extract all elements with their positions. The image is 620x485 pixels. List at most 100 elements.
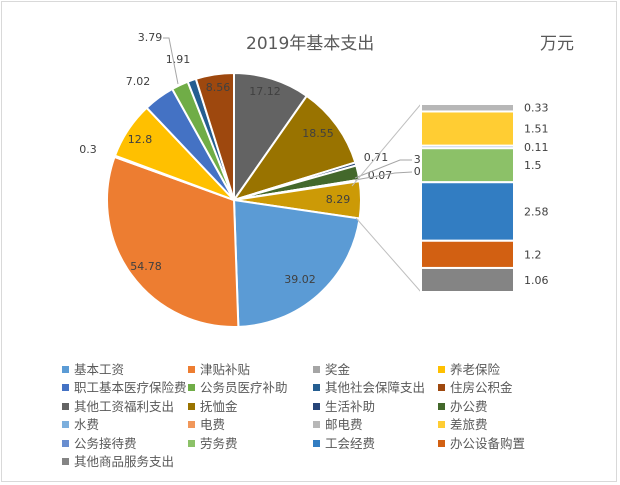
legend-item: 办公设备购置 xyxy=(438,436,525,452)
legend-label: 工会经费 xyxy=(325,435,376,451)
legend-label: 水费 xyxy=(74,417,100,433)
legend-swatch xyxy=(188,366,195,373)
bar-segment xyxy=(420,110,515,147)
legend-swatch xyxy=(438,421,445,429)
bar-data-label: 1.51 xyxy=(524,123,549,136)
data-label: 54.78 xyxy=(130,260,162,273)
chart-unit: 万元 xyxy=(540,34,574,54)
legend-swatch xyxy=(62,421,69,429)
leader-line xyxy=(354,171,413,181)
legend-swatch xyxy=(313,402,320,410)
legend-item: 水费 xyxy=(62,417,99,433)
pie-slice xyxy=(194,71,235,201)
legend-item: 基本工资 xyxy=(62,362,124,378)
data-label: 8.56 xyxy=(206,81,231,94)
legend-swatch xyxy=(62,402,69,410)
legend-item: 电费 xyxy=(188,417,225,433)
data-label: 0.3 xyxy=(79,143,97,156)
legend-swatch xyxy=(188,439,195,447)
legend-item: 奖金 xyxy=(313,362,350,378)
legend-swatch xyxy=(188,384,195,392)
legend-item: 工会经费 xyxy=(313,436,375,452)
bar-data-label: 2.58 xyxy=(524,205,549,218)
legend-swatch xyxy=(188,421,195,429)
legend-swatch xyxy=(62,458,69,465)
data-label: 18.55 xyxy=(302,127,334,140)
legend-label: 其他社会保障支出 xyxy=(325,380,426,396)
legend-item: 其他商品服务支出 xyxy=(62,454,174,470)
bar-segment xyxy=(420,147,515,184)
bar-data-label: 0.11 xyxy=(524,141,549,154)
legend-item: 公务接待费 xyxy=(62,436,137,452)
legend-swatch xyxy=(313,366,320,373)
legend-item: 住房公积金 xyxy=(438,380,513,396)
legend-swatch xyxy=(438,402,445,410)
leader-line xyxy=(354,159,412,179)
legend-label: 住房公积金 xyxy=(450,380,513,396)
chart-title: 2019年基本支出 xyxy=(246,34,375,54)
data-label: 1.91 xyxy=(166,53,191,66)
legend-label: 办公费 xyxy=(450,398,488,414)
legend-swatch xyxy=(188,402,195,410)
pie-slice xyxy=(232,198,361,328)
legend-swatch xyxy=(313,384,320,392)
legend-label: 养老保险 xyxy=(450,362,501,377)
legend-item: 津贴补贴 xyxy=(188,362,250,378)
bar-segment xyxy=(420,181,515,242)
legend-label: 差旅费 xyxy=(450,417,488,433)
legend-item: 邮电费 xyxy=(313,417,363,433)
legend-item: 公务员医疗补助 xyxy=(188,380,288,396)
legend-label: 办公设备购置 xyxy=(450,435,526,451)
bar-segment xyxy=(420,266,515,293)
connector-line xyxy=(355,217,422,293)
legend-swatch xyxy=(313,439,320,447)
data-label: 8.29 xyxy=(326,193,351,206)
bar-segment xyxy=(420,103,515,113)
legend-label: 基本工资 xyxy=(74,362,125,377)
legend-label: 生活补助 xyxy=(325,398,376,414)
pie-slice xyxy=(233,71,309,204)
data-label: 7.02 xyxy=(126,75,151,88)
bar-data-label: 1.2 xyxy=(524,248,542,261)
legend-label: 津贴补贴 xyxy=(200,362,251,377)
legend-label: 公务员医疗补助 xyxy=(200,380,288,396)
legend-label: 劳务费 xyxy=(200,435,238,451)
data-label: 39.02 xyxy=(284,273,316,286)
legend-swatch xyxy=(438,384,445,392)
bar-data-label: 0.33 xyxy=(524,102,549,115)
legend-label: 电费 xyxy=(200,417,226,433)
data-label: 12.8 xyxy=(128,133,153,146)
legend-item: 抚恤金 xyxy=(188,399,238,415)
legend-label: 职工基本医疗保险费 xyxy=(74,380,187,396)
legend-item: 办公费 xyxy=(438,399,488,415)
pie-slice xyxy=(106,155,240,328)
legend-item: 职工基本医疗保险费 xyxy=(62,380,187,396)
legend-swatch xyxy=(62,384,69,392)
legend-swatch xyxy=(62,366,69,373)
data-label: 17.12 xyxy=(249,85,281,98)
legend-item: 劳务费 xyxy=(188,436,238,452)
legend-swatch xyxy=(313,421,320,429)
pie-slice xyxy=(231,94,357,202)
data-label: 3.79 xyxy=(138,31,163,44)
legend-swatch xyxy=(438,366,445,373)
legend-item: 其他工资福利支出 xyxy=(62,399,174,415)
legend-label: 其他工资福利支出 xyxy=(74,398,175,414)
connector-line xyxy=(351,103,422,187)
legend-item: 差旅费 xyxy=(438,417,488,433)
leader-line xyxy=(163,37,179,85)
bar-segment xyxy=(420,239,515,269)
legend-label: 公务接待费 xyxy=(74,435,137,451)
legend-item: 生活补助 xyxy=(313,399,375,415)
legend-item: 养老保险 xyxy=(438,362,500,378)
legend-label: 其他商品服务支出 xyxy=(74,454,175,469)
legend-swatch xyxy=(62,439,69,447)
legend-item: 其他社会保障支出 xyxy=(313,380,425,396)
bar-data-label: 1.06 xyxy=(524,274,549,287)
bar-data-label: 1.5 xyxy=(524,159,542,172)
legend-swatch xyxy=(438,439,445,447)
legend-label: 抚恤金 xyxy=(200,398,238,414)
legend-label: 邮电费 xyxy=(325,417,363,433)
